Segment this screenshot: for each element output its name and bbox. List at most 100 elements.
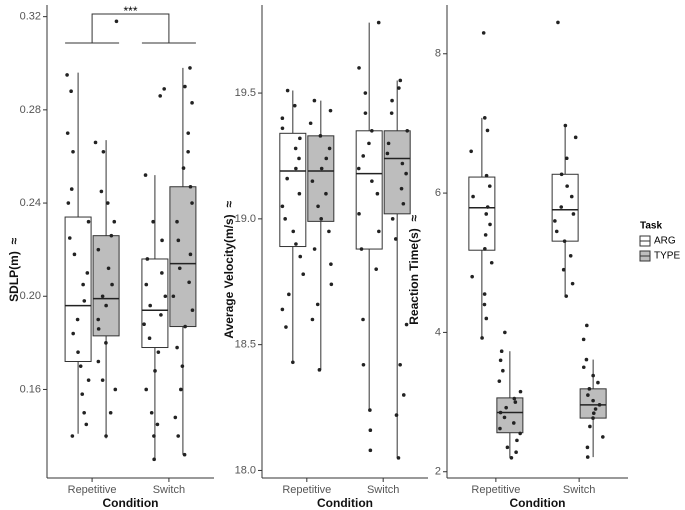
x-tick-label: Switch (153, 484, 185, 496)
point (176, 434, 181, 438)
point (308, 121, 313, 126)
point (390, 217, 395, 221)
point (502, 415, 507, 420)
point (80, 392, 85, 396)
point (401, 393, 406, 397)
point (399, 186, 404, 191)
point (298, 254, 303, 259)
box (355, 130, 383, 250)
x-tick-label: Repetitive (68, 484, 117, 496)
point (149, 410, 154, 415)
point (397, 86, 401, 90)
point (319, 217, 323, 221)
point (368, 428, 373, 432)
point (96, 359, 101, 364)
point (297, 156, 301, 161)
point (285, 176, 289, 181)
point (581, 337, 586, 342)
point (394, 413, 399, 417)
point (356, 166, 361, 171)
point (69, 89, 73, 94)
y-tick-label: 18.0 (235, 464, 256, 476)
point (283, 217, 287, 221)
point (280, 204, 285, 209)
box (169, 186, 197, 328)
y-tick-label: 0.16 (20, 383, 41, 395)
point (160, 271, 164, 275)
point (329, 262, 333, 266)
point (504, 405, 508, 410)
point (317, 368, 322, 372)
point (114, 19, 119, 24)
box (279, 132, 307, 248)
point (186, 149, 190, 154)
point (498, 410, 503, 415)
point (298, 136, 302, 141)
point (554, 229, 559, 234)
point (327, 229, 331, 234)
point (404, 322, 409, 327)
x-axis-label: Condition (510, 496, 566, 510)
point (66, 201, 71, 205)
point (328, 108, 333, 113)
x-tick-label: Switch (563, 484, 595, 496)
point (386, 141, 391, 146)
point (310, 317, 315, 322)
point (482, 302, 487, 307)
point (152, 434, 156, 438)
point (145, 257, 150, 261)
point (561, 267, 566, 272)
point (188, 184, 193, 189)
point (100, 294, 105, 299)
point (71, 149, 75, 154)
point (177, 266, 182, 271)
point (312, 247, 317, 251)
point (498, 426, 502, 431)
y-tick-label: 2 (435, 466, 441, 478)
point (96, 247, 101, 252)
point (324, 191, 328, 196)
point (104, 341, 108, 345)
point (163, 294, 168, 299)
y-axis-label: Average Velocity(m/s) (222, 214, 236, 338)
point (556, 20, 560, 25)
point (291, 229, 296, 234)
point (573, 135, 578, 140)
point (319, 166, 324, 171)
point (483, 247, 487, 251)
x-tick-label: Repetitive (282, 484, 331, 496)
point (470, 274, 474, 279)
box (141, 258, 169, 349)
point (591, 416, 595, 420)
point (562, 239, 567, 243)
point (499, 349, 504, 354)
point (155, 422, 160, 427)
point (570, 281, 575, 286)
point (482, 292, 487, 296)
point (361, 317, 365, 322)
point (489, 260, 494, 265)
point (96, 317, 101, 322)
axis-break: ≈ (7, 237, 21, 244)
point (593, 407, 598, 411)
point (485, 128, 490, 133)
point (162, 87, 166, 91)
point (591, 398, 595, 403)
point (318, 134, 323, 138)
point (497, 379, 502, 383)
point (183, 324, 187, 329)
point (280, 126, 285, 131)
point (99, 189, 104, 194)
x-axis-label: Condition (103, 496, 159, 510)
point (190, 308, 195, 313)
point (482, 116, 487, 120)
point (186, 131, 191, 135)
y-tick-label: 8 (435, 48, 441, 60)
point (85, 271, 90, 275)
box (496, 397, 524, 434)
point (142, 322, 146, 327)
point (110, 282, 114, 287)
point (601, 435, 605, 439)
x-tick-label: Switch (367, 484, 399, 496)
point (368, 408, 372, 412)
